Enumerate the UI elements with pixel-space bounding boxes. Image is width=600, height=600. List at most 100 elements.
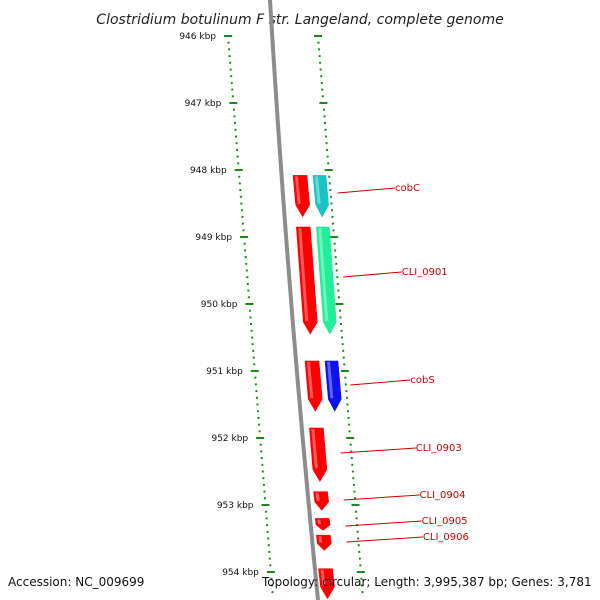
minor-tick: [323, 115, 326, 118]
tick-label: 951 kbp: [206, 367, 243, 377]
minor-tick: [332, 222, 335, 225]
minor-tick: [328, 175, 331, 178]
minor-tick: [330, 202, 333, 205]
minor-tick: [323, 122, 326, 125]
minor-tick: [328, 182, 331, 185]
minor-tick: [268, 557, 271, 560]
minor-tick: [353, 497, 356, 500]
minor-tick: [350, 457, 353, 460]
minor-tick: [228, 48, 231, 51]
minor-tick: [252, 349, 255, 352]
minor-tick: [329, 189, 332, 192]
major-tick: [256, 437, 265, 439]
minor-tick: [240, 209, 243, 212]
major-tick: [330, 236, 339, 238]
cds-arrow: [309, 427, 328, 483]
minor-tick: [265, 510, 268, 513]
minor-tick: [344, 383, 347, 386]
minor-tick: [317, 41, 320, 44]
gene-leader-line: [337, 187, 396, 194]
minor-tick: [344, 376, 347, 379]
major-tick: [319, 102, 328, 104]
cds-arrow: [314, 518, 331, 531]
minor-tick: [347, 416, 350, 419]
major-tick: [240, 236, 249, 238]
minor-tick: [271, 591, 274, 594]
minor-tick: [242, 222, 245, 225]
minor-tick: [233, 115, 236, 118]
minor-tick: [341, 343, 344, 346]
minor-tick: [268, 550, 271, 553]
minor-tick: [352, 477, 355, 480]
minor-tick: [334, 249, 337, 252]
cds-arrow-highlight: [311, 428, 318, 469]
minor-tick: [360, 584, 363, 587]
minor-tick: [233, 122, 236, 125]
cds-arrow: [313, 491, 329, 511]
major-tick: [250, 370, 259, 372]
minor-tick: [342, 356, 345, 359]
gene-label-CLI_0905: CLI_0905: [422, 516, 468, 527]
minor-tick: [261, 463, 264, 466]
minor-tick: [251, 343, 254, 346]
minor-tick: [319, 68, 322, 71]
minor-tick: [342, 349, 345, 352]
minor-tick: [231, 88, 234, 91]
minor-tick: [246, 282, 249, 285]
minor-tick: [244, 249, 247, 252]
gene-leader-line: [343, 271, 402, 278]
cds-arrow: [304, 360, 323, 412]
minor-tick: [262, 483, 265, 486]
minor-tick: [230, 75, 233, 78]
minor-tick: [257, 410, 260, 413]
minor-tick: [359, 564, 362, 567]
cds-track: [292, 175, 335, 600]
minor-tick: [266, 524, 269, 527]
minor-tick: [238, 175, 241, 178]
minor-tick: [321, 95, 324, 98]
gene-arrow-cobC-highlight: [314, 176, 321, 204]
genome-backbone: [268, 0, 320, 600]
minor-tick: [345, 390, 348, 393]
tick-marks-inner: [314, 35, 365, 594]
tick-label: 949 kbp: [195, 233, 232, 243]
major-tick: [314, 35, 322, 37]
gene-label-cobS: cobS: [410, 375, 434, 386]
minor-tick: [345, 396, 348, 399]
minor-tick: [353, 490, 356, 493]
major-tick: [340, 370, 349, 372]
cds-arrow: [292, 175, 310, 218]
minor-tick: [348, 430, 351, 433]
minor-tick: [321, 88, 324, 91]
cds-arrow: [318, 568, 335, 600]
minor-tick: [355, 517, 358, 520]
minor-tick: [318, 48, 321, 51]
minor-tick: [262, 477, 265, 480]
minor-tick: [228, 55, 231, 58]
minor-tick: [256, 403, 259, 406]
minor-tick: [247, 296, 250, 299]
tick-labels: 946 kbp 947 kbp 948 kbp 949 kbp 950 kbp 951 k…: [179, 32, 259, 578]
minor-tick: [335, 262, 338, 265]
cds-arrow-highlight: [317, 519, 322, 525]
minor-tick: [259, 443, 262, 446]
minor-tick: [357, 544, 360, 547]
minor-tick: [246, 276, 249, 279]
minor-tick: [338, 309, 341, 312]
gene-label-CLI_0904: CLI_0904: [420, 490, 466, 501]
minor-tick: [236, 148, 239, 151]
minor-tick: [346, 403, 349, 406]
minor-tick: [347, 410, 350, 413]
minor-tick: [341, 336, 344, 339]
minor-tick: [227, 41, 230, 44]
minor-tick: [320, 81, 323, 84]
minor-tick: [250, 329, 253, 332]
major-tick: [324, 169, 333, 171]
major-tick: [346, 437, 355, 439]
minor-tick: [237, 162, 240, 165]
major-tick: [234, 169, 243, 171]
gene-track: [312, 175, 342, 412]
gene-leader-line: [345, 520, 422, 527]
minor-tick: [334, 256, 337, 259]
cds-arrow-highlight: [298, 227, 309, 322]
